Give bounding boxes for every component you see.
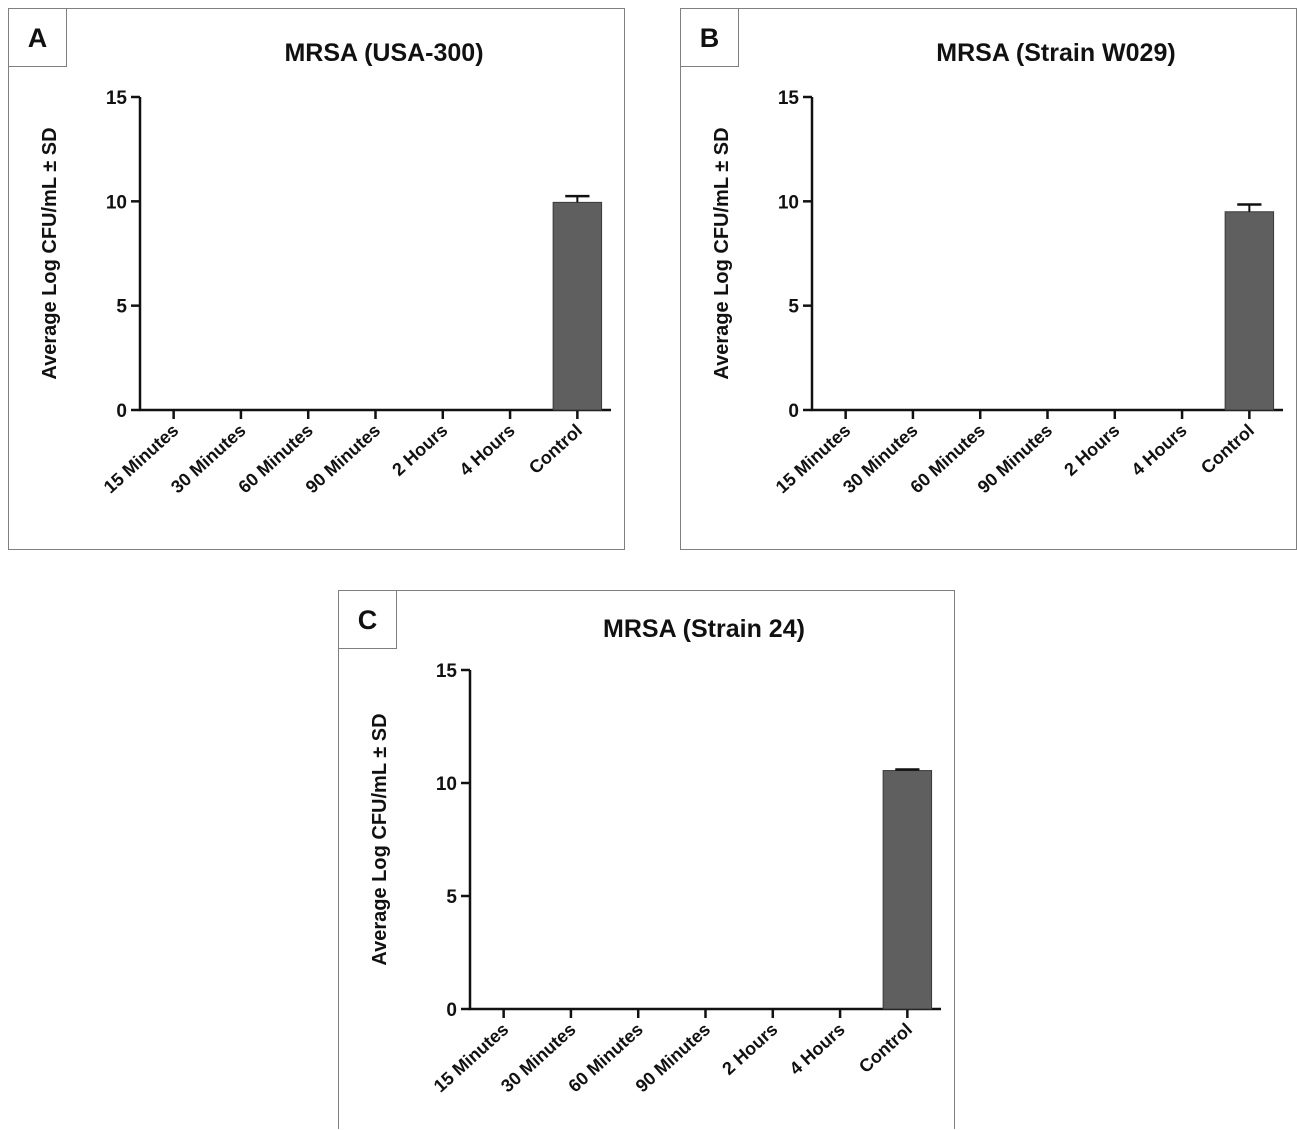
chart-panel-a: A MRSA (USA-300) Average Log CFU/mL ± SD 0…	[8, 8, 625, 550]
panel-label-b: B	[681, 9, 739, 67]
panel-label-a: A	[9, 9, 67, 67]
y-tick-label: 15	[436, 661, 458, 682]
y-axis-label: Average Log CFU/mL ± SD	[39, 127, 61, 379]
x-tick-label: 90 Minutes	[974, 420, 1057, 497]
x-tick-label: 90 Minutes	[632, 1019, 715, 1096]
y-tick-label: 5	[788, 297, 799, 318]
chart-title: MRSA (Strain W029)	[936, 39, 1175, 67]
y-tick-label: 15	[106, 88, 128, 109]
y-tick-label: 0	[788, 401, 799, 422]
x-tick-label: 2 Hours	[1060, 420, 1123, 480]
x-tick-label: 4 Hours	[786, 1019, 849, 1079]
chart-b: MRSA (Strain W029) Average Log CFU/mL ± S…	[711, 39, 1283, 497]
chart-a: MRSA (USA-300) Average Log CFU/mL ± SD 0 5 1…	[39, 39, 611, 497]
y-axis-label: Average Log CFU/mL ± SD	[369, 713, 391, 965]
x-tick-label: 2 Hours	[388, 420, 451, 480]
x-tick-label: 90 Minutes	[302, 420, 385, 497]
bar-control	[882, 770, 933, 1010]
x-tick-label: Control	[525, 420, 586, 478]
y-tick-label: 0	[116, 401, 127, 422]
x-tick-label: 2 Hours	[718, 1019, 781, 1079]
x-tick-label: Control	[855, 1019, 916, 1077]
chart-c: MRSA (Strain 24) Average Log CFU/mL ± SD 0…	[369, 615, 941, 1096]
chart-title: MRSA (Strain 24)	[603, 615, 805, 643]
y-axis-label: Average Log CFU/mL ± SD	[711, 127, 733, 379]
y-tick-label: 15	[778, 88, 800, 109]
y-tick-label: 5	[446, 887, 457, 908]
bar-control	[1224, 211, 1275, 411]
y-tick-label: 5	[116, 297, 127, 318]
x-tick-label: 4 Hours	[1128, 420, 1191, 480]
bar-control	[552, 201, 603, 411]
y-tick-label: 10	[436, 774, 457, 795]
y-tick-label: 0	[446, 1000, 457, 1021]
panel-label-c: C	[339, 591, 397, 649]
x-tick-label: 4 Hours	[456, 420, 519, 480]
chart-panel-c: C MRSA (Strain 24) Average Log CFU/mL ± S…	[338, 590, 955, 1129]
x-tick-label: Control	[1197, 420, 1258, 478]
chart-panel-b: B MRSA (Strain W029) Average Log CFU/mL ±…	[680, 8, 1297, 550]
y-tick-label: 10	[778, 192, 799, 213]
chart-title: MRSA (USA-300)	[284, 39, 483, 67]
y-tick-label: 10	[106, 192, 127, 213]
